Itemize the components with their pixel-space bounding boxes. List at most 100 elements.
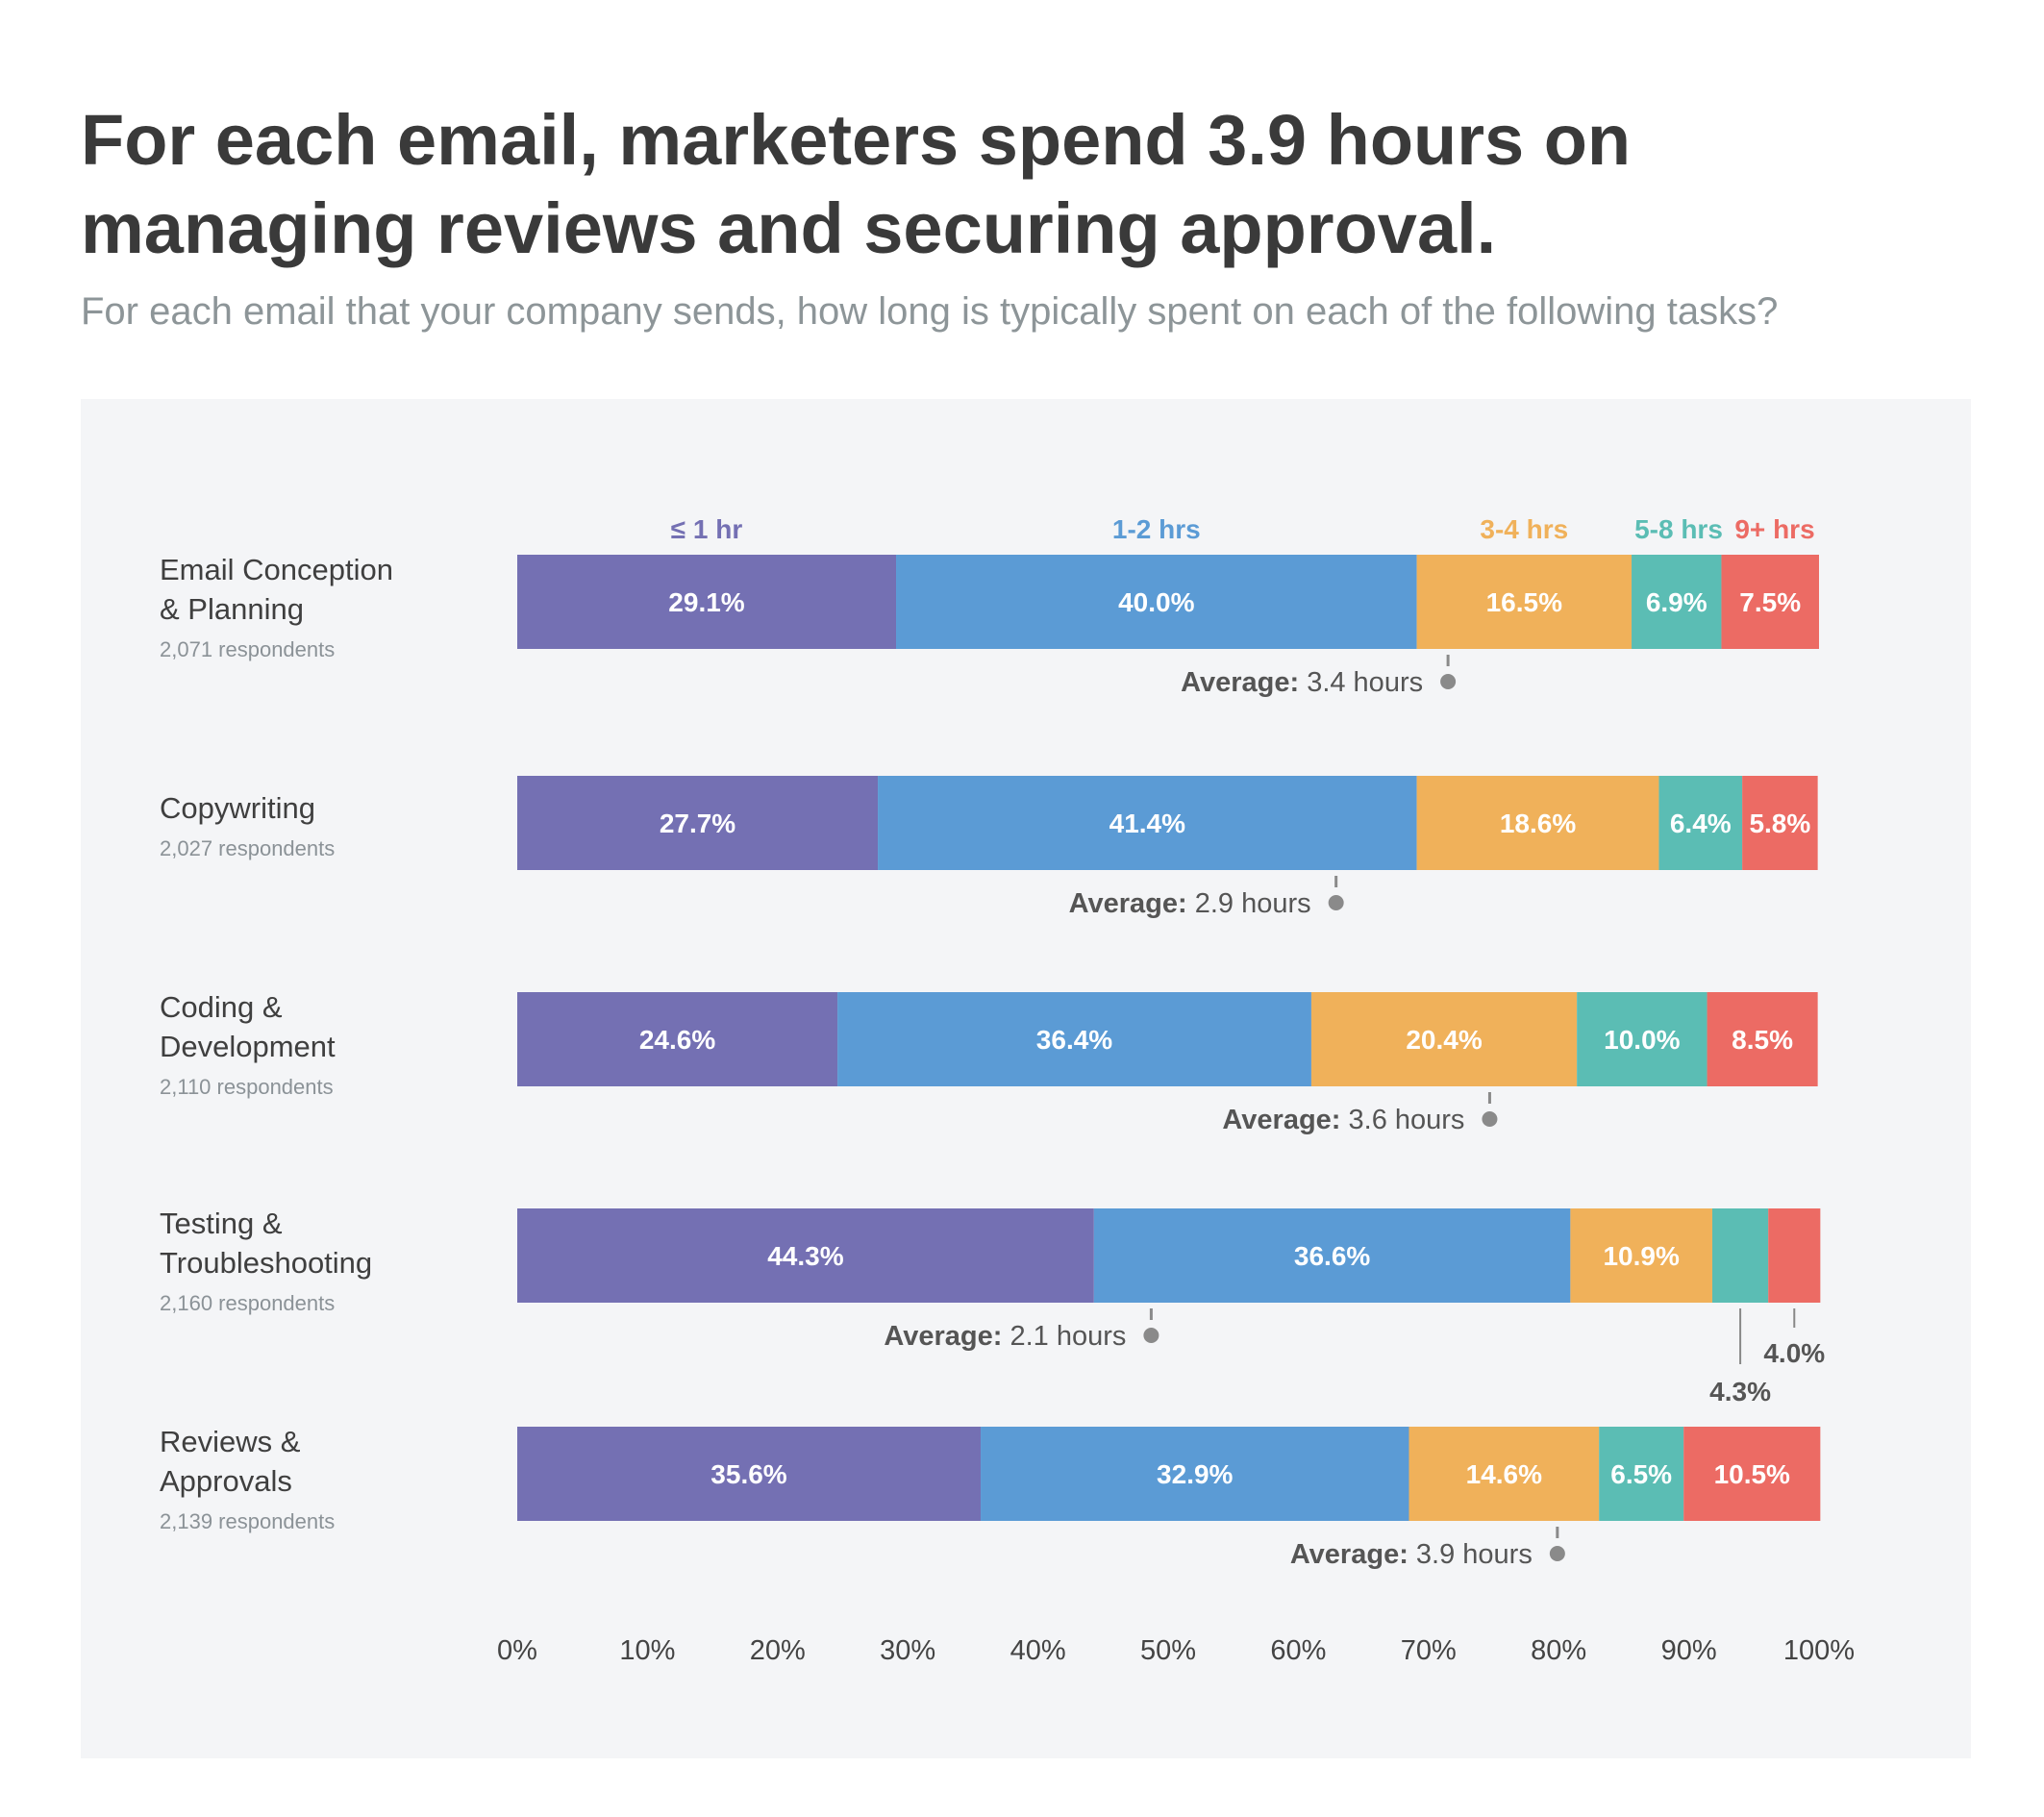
average-label: Average: 3.9 hours [1290,1539,1533,1570]
x-tick-label: 10% [619,1635,675,1666]
bar-segment [1093,1208,1571,1303]
average-label: Average: 2.1 hours [884,1321,1126,1352]
average-label-prefix: Average: [884,1321,1010,1352]
segment-label: 40.0% [1118,587,1194,617]
average-label-prefix: Average: [1069,888,1195,919]
bar-segment [517,1208,1094,1303]
average-label: Average: 3.6 hours [1222,1105,1464,1135]
respondents-label: 2,071 respondents [160,637,335,661]
callout-label: 4.0% [1763,1338,1825,1368]
category-label: Reviews & [160,1425,301,1458]
average-value: 2.9 hours [1195,888,1311,919]
segment-label: 10.0% [1604,1025,1680,1055]
average-marker [1143,1328,1159,1343]
bar-segment [1408,1427,1600,1521]
segment-label: 5.8% [1749,809,1810,838]
x-tick-label: 100% [1783,1635,1855,1666]
average-value: 3.6 hours [1349,1105,1465,1135]
category-label: Email Conception [160,553,393,586]
segment-label: 16.5% [1486,587,1562,617]
bar-segment [837,992,1311,1086]
segment-label: 36.6% [1294,1241,1370,1271]
average-label: Average: 2.9 hours [1069,888,1311,919]
x-tick-label: 50% [1140,1635,1196,1666]
category-label: Coding & [160,990,283,1024]
legend-label-1: 1-2 hrs [1112,514,1201,544]
segment-label: 27.7% [660,809,735,838]
segment-label: 14.6% [1466,1459,1542,1489]
category-label: Troubleshooting [160,1246,372,1280]
x-tick-label: 90% [1661,1635,1717,1666]
chart-subtitle: For each email that your company sends, … [81,290,1779,333]
legend-label-2: 3-4 hrs [1480,514,1568,544]
bar-segment [1721,555,1819,649]
x-tick-label: 70% [1401,1635,1457,1666]
bar-row-0: Email Conception & Planning 2,071 responde… [160,553,1819,698]
x-tick-label: 40% [1010,1635,1066,1666]
x-tick-label: 0% [497,1635,537,1666]
segment-label: 6.4% [1670,809,1732,838]
respondents-label: 2,110 respondents [160,1075,334,1099]
bar-segment [878,776,1417,870]
x-tick-label: 20% [750,1635,806,1666]
bar-row-1: Copywriting 2,027 respondents 27.7% 41.4% 18… [160,776,1818,919]
segment-label: 36.4% [1036,1025,1112,1055]
bar-row-4: Reviews & Approvals 2,139 respondents 35.6%… [160,1425,1821,1570]
bar-segment [1707,992,1818,1086]
average-value: 2.1 hours [1010,1321,1126,1352]
bar-segment [517,776,879,870]
average-label-prefix: Average: [1222,1105,1348,1135]
bar-row-3: Testing & Troubleshooting 2,160 respondent… [160,1207,1825,1406]
segment-label: 35.6% [710,1459,786,1489]
respondents-label: 2,160 respondents [160,1291,335,1315]
average-label: Average: 3.4 hours [1181,667,1423,698]
average-label-prefix: Average: [1181,667,1307,698]
bar-segment [1416,776,1659,870]
average-marker [1440,674,1457,689]
category-label: Approvals [160,1464,292,1498]
average-marker [1328,895,1344,910]
category-label: Development [160,1030,336,1063]
segment-label: 32.9% [1157,1459,1233,1489]
segment-label: 7.5% [1739,587,1801,617]
bar-segment [1711,1208,1769,1303]
segment-label: 8.5% [1732,1025,1793,1055]
legend-label-3: 5-8 hrs [1634,514,1723,544]
x-tick-label: 30% [880,1635,935,1666]
x-tick-label: 80% [1531,1635,1586,1666]
segment-label: 6.9% [1646,587,1707,617]
category-label: Copywriting [160,791,315,825]
bar-segment [1768,1208,1821,1303]
average-value: 3.4 hours [1307,667,1423,698]
average-marker [1549,1546,1565,1561]
segment-label: 29.1% [668,587,744,617]
bar-segment [1310,992,1578,1086]
bar-segment [1570,1208,1712,1303]
segment-label: 44.3% [767,1241,843,1271]
category-label: & Planning [160,592,304,626]
segment-label: 10.5% [1714,1459,1790,1489]
respondents-label: 2,139 respondents [160,1509,335,1533]
callout-label: 4.3% [1709,1377,1771,1406]
segment-label: 41.4% [1109,809,1185,838]
chart-title: For each email, marketers spend 3.9 hour… [81,100,1632,268]
bar-segment [1416,555,1633,649]
segment-label: 10.9% [1603,1241,1679,1271]
bar-segment [1599,1427,1684,1521]
category-label: Testing & [160,1207,283,1240]
bar-segment [517,1427,982,1521]
legend-label-4: 9+ hrs [1734,514,1814,544]
average-marker [1482,1111,1498,1127]
legend-label-0: ≤ 1 hr [671,514,743,544]
bar-segment [517,555,897,649]
segment-label: 18.6% [1500,809,1576,838]
bar-segment [1577,992,1707,1086]
average-label-prefix: Average: [1290,1539,1416,1570]
respondents-label: 2,027 respondents [160,836,335,860]
bar-segment [517,992,838,1086]
bar-segment [1658,776,1743,870]
bar-segment [1742,776,1818,870]
bar-segment [896,555,1417,649]
x-tick-label: 60% [1270,1635,1326,1666]
